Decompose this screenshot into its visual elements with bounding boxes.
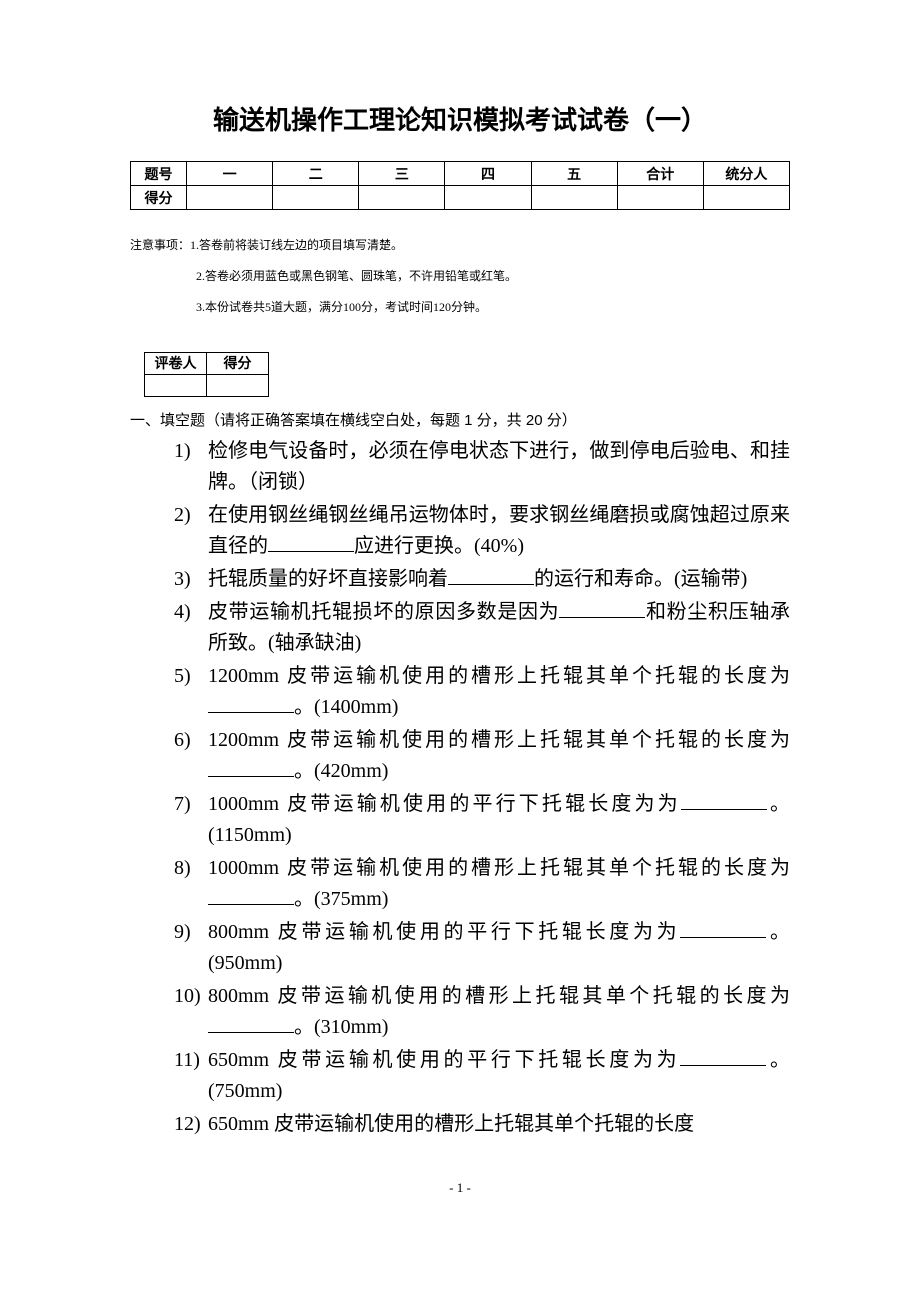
note-line: 注意事项：1.答卷前将装订线左边的项目填写清楚。 [130, 230, 790, 261]
score-cell [187, 186, 273, 210]
score-table-col: 统分人 [703, 162, 789, 186]
question-number: 11) [174, 1045, 208, 1076]
question-item: 7)1000mm 皮带运输机使用的平行下托辊长度为为。(1150mm) [174, 789, 790, 851]
fill-blank [448, 565, 534, 585]
question-number: 3) [174, 564, 208, 595]
question-number: 2) [174, 500, 208, 531]
fill-blank [559, 598, 645, 618]
question-number: 1) [174, 436, 208, 467]
score-table-col: 三 [359, 162, 445, 186]
question-number: 10) [174, 981, 208, 1012]
fill-blank [680, 1046, 766, 1066]
question-item: 9)800mm 皮带运输机使用的平行下托辊长度为为。(950mm) [174, 917, 790, 979]
fill-blank [681, 790, 767, 810]
score-table-rowlabel: 题号 [131, 162, 187, 186]
question-item: 1)检修电气设备时，必须在停电状态下进行，做到停电后验电、和挂牌。（闭锁） [174, 436, 790, 498]
question-item: 5)1200mm 皮带运输机使用的槽形上托辊其单个托辊的长度为。(1400mm) [174, 661, 790, 723]
question-item: 8)1000mm 皮带运输机使用的槽形上托辊其单个托辊的长度为。(375mm) [174, 853, 790, 915]
question-number: 8) [174, 853, 208, 884]
score-table: 题号 一 二 三 四 五 合计 统分人 得分 [130, 161, 790, 210]
grading-grader-label: 评卷人 [145, 352, 207, 374]
question-item: 11)650mm 皮带运输机使用的平行下托辊长度为为。(750mm) [174, 1045, 790, 1107]
grading-box: 评卷人 得分 [144, 352, 269, 397]
score-table-rowlabel: 得分 [131, 186, 187, 210]
question-number: 4) [174, 597, 208, 628]
question-item: 2)在使用钢丝绳钢丝绳吊运物体时，要求钢丝绳磨损或腐蚀超过原来直径的应进行更换。… [174, 500, 790, 562]
question-item: 3)托辊质量的好坏直接影响着的运行和寿命。(运输带) [174, 564, 790, 595]
fill-blank [268, 532, 354, 552]
score-cell [617, 186, 703, 210]
notes-block: 注意事项：1.答卷前将装订线左边的项目填写清楚。 2.答卷必须用蓝色或黑色钢笔、… [130, 230, 790, 324]
question-list: 1)检修电气设备时，必须在停电状态下进行，做到停电后验电、和挂牌。（闭锁）2)在… [130, 436, 790, 1140]
question-item: 10)800mm 皮带运输机使用的槽形上托辊其单个托辊的长度为。(310mm) [174, 981, 790, 1043]
question-item: 6)1200mm 皮带运输机使用的槽形上托辊其单个托辊的长度为。(420mm) [174, 725, 790, 787]
fill-blank [208, 1013, 294, 1033]
note-line: 2.答卷必须用蓝色或黑色钢笔、圆珠笔，不许用铅笔或红笔。 [130, 261, 790, 292]
score-table-col: 合计 [617, 162, 703, 186]
question-number: 12) [174, 1109, 208, 1140]
grading-score-cell [207, 374, 269, 396]
score-table-col: 二 [273, 162, 359, 186]
score-cell [703, 186, 789, 210]
score-cell [273, 186, 359, 210]
question-number: 7) [174, 789, 208, 820]
fill-blank [208, 885, 294, 905]
page-number: - 1 - [130, 1180, 790, 1196]
grading-grader-cell [145, 374, 207, 396]
section-heading: 一、填空题（请将正确答案填在横线空白处，每题 1 分，共 20 分） [130, 409, 790, 430]
score-cell [531, 186, 617, 210]
question-number: 5) [174, 661, 208, 692]
question-number: 6) [174, 725, 208, 756]
score-cell [445, 186, 531, 210]
fill-blank [208, 693, 294, 713]
question-number: 9) [174, 917, 208, 948]
question-item: 4)皮带运输机托辊损坏的原因多数是因为和粉尘积压轴承所致。(轴承缺油) [174, 597, 790, 659]
score-table-col: 一 [187, 162, 273, 186]
score-cell [359, 186, 445, 210]
question-item: 12)650mm 皮带运输机使用的槽形上托辊其单个托辊的长度 [174, 1109, 790, 1140]
note-line: 3.本份试卷共5道大题，满分100分，考试时间120分钟。 [130, 292, 790, 323]
grading-score-label: 得分 [207, 352, 269, 374]
score-table-col: 五 [531, 162, 617, 186]
fill-blank [208, 757, 294, 777]
score-table-header-row: 题号 一 二 三 四 五 合计 统分人 [131, 162, 790, 186]
score-table-col: 四 [445, 162, 531, 186]
document-title: 输送机操作工理论知识模拟考试试卷（一） [130, 100, 790, 137]
score-table-score-row: 得分 [131, 186, 790, 210]
fill-blank [680, 918, 766, 938]
